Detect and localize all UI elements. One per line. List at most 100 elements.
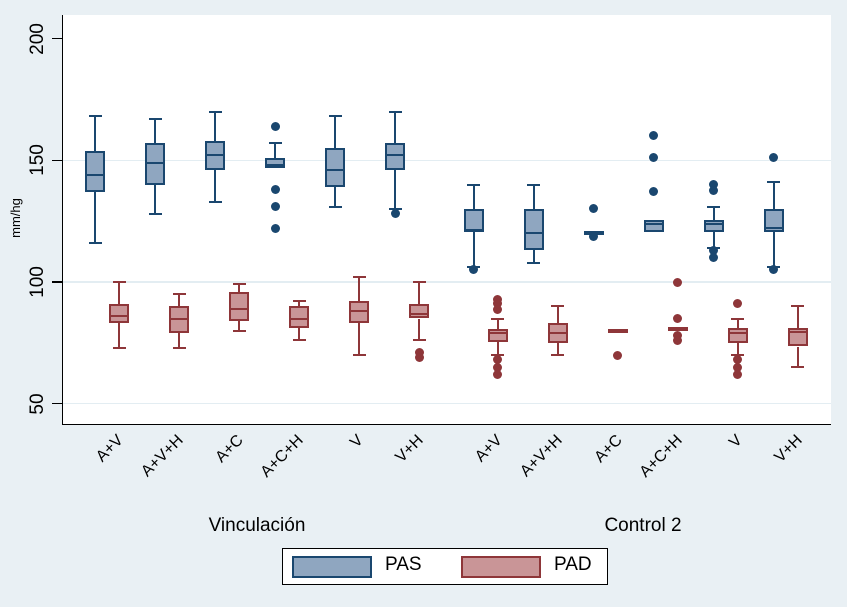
whisker-upper (772, 182, 775, 209)
median-line (145, 161, 165, 164)
outlier-dot (769, 153, 778, 163)
whisker-upper-cap (551, 305, 564, 308)
whisker-upper-cap (328, 115, 342, 118)
median-line (289, 317, 309, 320)
whisker-upper (298, 301, 300, 307)
median-line (169, 317, 189, 320)
whisker-upper (418, 282, 420, 304)
whisker-upper (178, 294, 180, 307)
outlier-dot (493, 305, 502, 315)
whisker-upper-cap (112, 281, 126, 283)
whisker-lower (94, 191, 96, 244)
whisker-lower (418, 318, 420, 341)
whisker-lower (118, 323, 120, 348)
y-tick-50 (52, 402, 62, 405)
whisker-lower (334, 187, 336, 207)
whisker-upper (472, 184, 475, 209)
whisker-lower-cap (172, 346, 186, 349)
whisker-lower (496, 341, 499, 355)
y-axis-title: mm/hg (8, 198, 23, 238)
whisker-lower (532, 250, 535, 263)
whisker-upper-cap (88, 115, 102, 118)
whisker-upper-cap (268, 142, 282, 145)
outlier-dot (649, 187, 658, 197)
y-tick-100 (52, 281, 62, 283)
whisker-upper (796, 306, 799, 329)
whisker-lower-cap (791, 366, 804, 369)
whisker-upper (556, 306, 559, 324)
whisker-upper-cap (791, 305, 804, 308)
outlier-dot (613, 350, 622, 360)
whisker-lower (712, 232, 715, 248)
whisker-upper (154, 118, 156, 144)
whisker-upper (496, 318, 499, 330)
whisker-upper (118, 282, 120, 304)
whisker-lower (394, 170, 396, 209)
whisker-upper-cap (767, 181, 780, 184)
whisker-lower (556, 342, 559, 355)
outlier-dot (709, 253, 718, 263)
outlier-dot (709, 180, 718, 190)
median-line (607, 330, 628, 333)
whisker-upper (94, 116, 96, 151)
legend-swatch-pad (461, 556, 541, 578)
whisker-upper (736, 318, 739, 329)
whisker-lower (298, 328, 300, 341)
whisker-lower (796, 346, 799, 368)
legend-label-pas: PAS (385, 554, 422, 575)
outlier-dot (493, 299, 502, 309)
group-label-vinculacion: Vinculación (208, 515, 306, 536)
outlier-dot (649, 153, 658, 163)
gridline-150 (63, 159, 831, 162)
gridline-100 (63, 281, 831, 283)
median-line (667, 327, 688, 330)
whisker-upper (274, 143, 276, 158)
median-line (109, 315, 129, 318)
median-line (265, 164, 285, 167)
median-line (349, 310, 369, 313)
outlier-dot (414, 348, 424, 358)
whisker-lower-cap (352, 354, 366, 357)
outlier-dot (589, 232, 598, 242)
whisker-upper-cap (232, 283, 246, 286)
median-line (487, 332, 508, 335)
whisker-lower-cap (88, 242, 102, 245)
outlier-dot (709, 186, 718, 196)
plot-area (62, 15, 831, 425)
box-pad-v (727, 328, 748, 343)
whisker-upper-cap (208, 110, 222, 113)
median-line (763, 227, 784, 230)
whisker-upper-cap (731, 317, 744, 320)
whisker-lower-cap (232, 329, 246, 332)
median-line (547, 332, 568, 335)
median-line (85, 173, 105, 176)
median-line (205, 154, 225, 157)
box-pad-v+h (409, 303, 429, 319)
gridline-50 (63, 402, 831, 405)
box-pas-v+h (763, 208, 784, 233)
box-pas-a+v (85, 150, 105, 192)
outlier-dot (414, 352, 424, 362)
whisker-lower-cap (112, 346, 126, 349)
whisker-upper-cap (707, 205, 720, 208)
whisker-upper-cap (352, 276, 366, 279)
outlier-dot (493, 369, 502, 379)
y-tick-label-200: 200 (27, 22, 48, 55)
outlier-dot (709, 245, 718, 255)
median-line (229, 307, 249, 310)
y-tick-label-50: 50 (27, 393, 48, 415)
outlier-dot (493, 362, 502, 372)
whisker-lower-cap (208, 200, 222, 203)
outlier-dot (673, 277, 682, 287)
whisker-upper (532, 184, 535, 209)
box-pad-a+c+h (289, 306, 309, 329)
whisker-upper-cap (491, 317, 504, 320)
outlier-dot (769, 265, 778, 275)
outlier-dot (493, 355, 502, 365)
whisker-lower (238, 320, 240, 331)
whisker-lower-cap (527, 261, 540, 264)
whisker-upper-cap (148, 117, 162, 120)
box-pad-v (349, 301, 369, 324)
outlier-dot (270, 121, 280, 131)
median-line (643, 222, 664, 225)
